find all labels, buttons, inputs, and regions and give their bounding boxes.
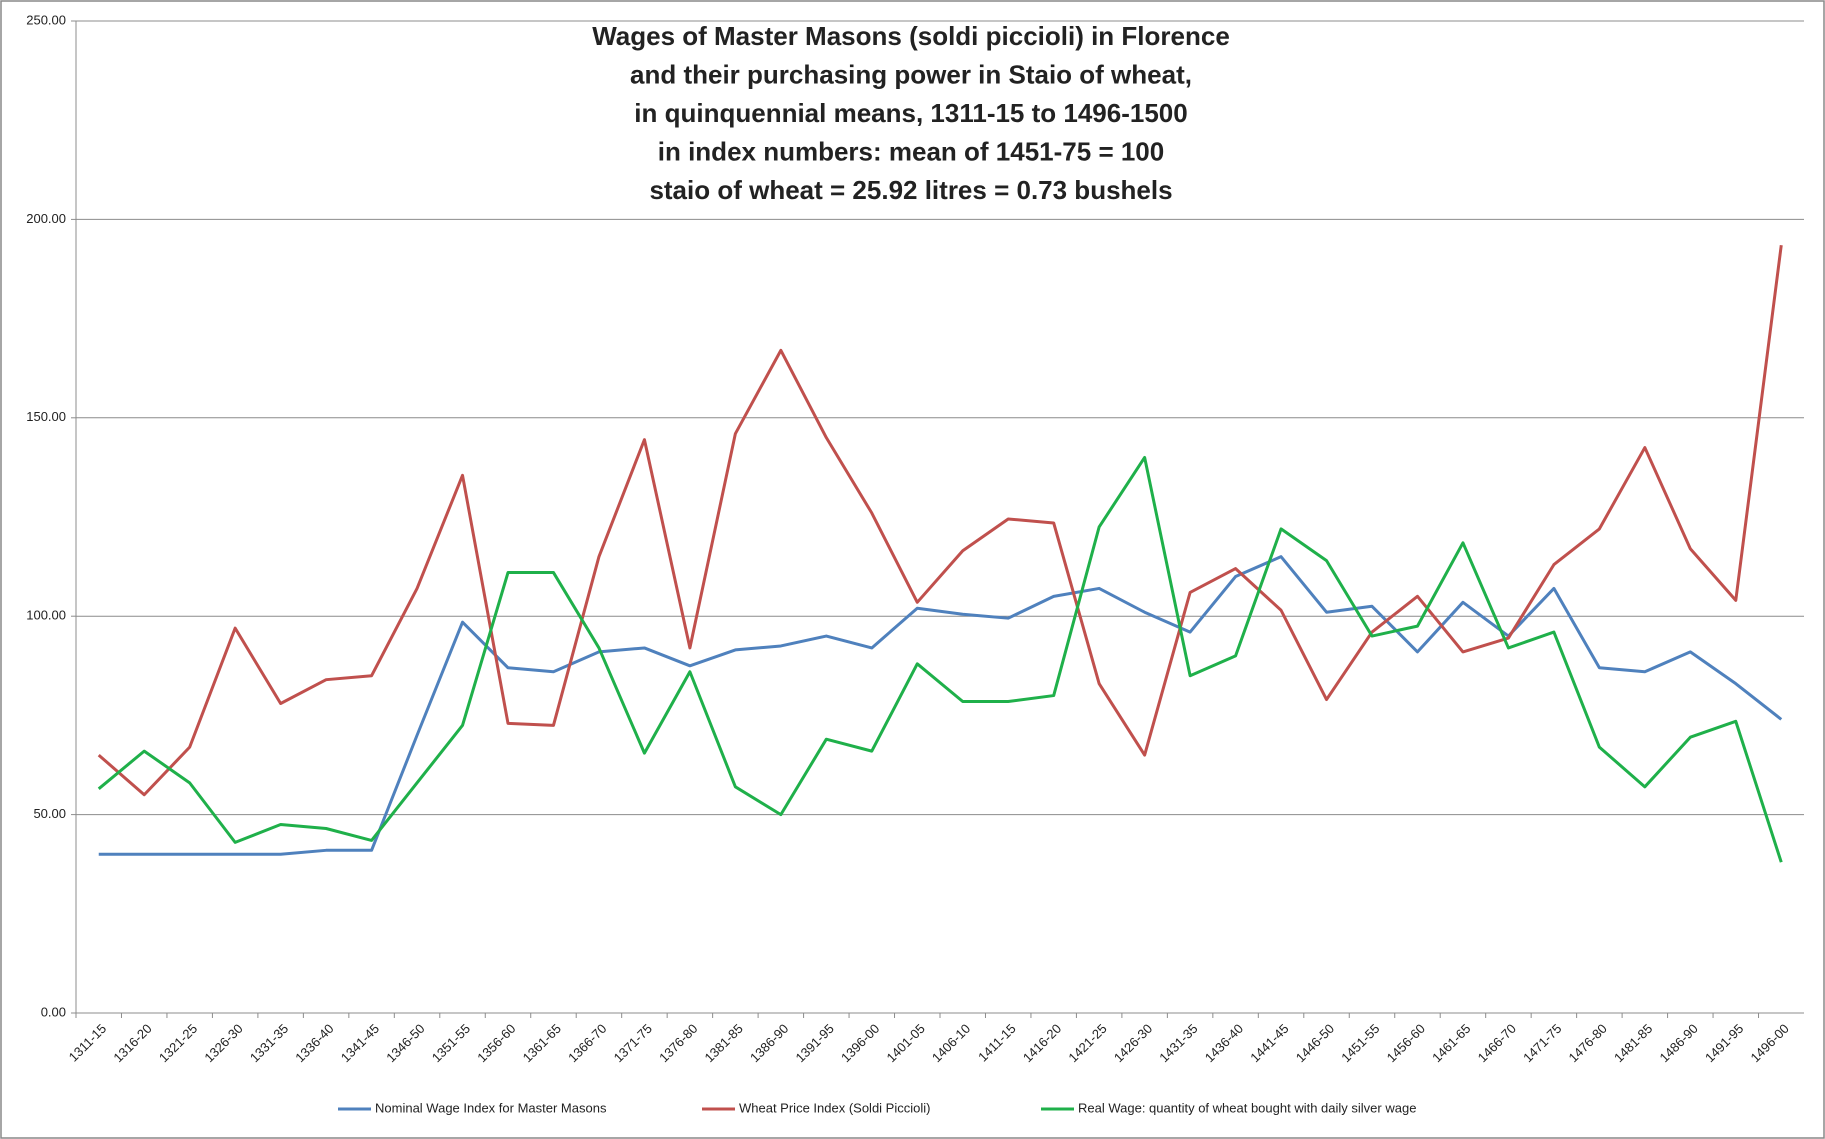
legend-label: Real Wage: quantity of wheat bought with…: [1078, 1100, 1416, 1115]
y-tick-label: 150.00: [26, 409, 66, 424]
legend-label: Nominal Wage Index for Master Masons: [375, 1100, 607, 1115]
y-tick-label: 0.00: [41, 1004, 66, 1019]
series-line: [97, 245, 1783, 797]
y-tick-label: 100.00: [26, 608, 66, 623]
chart-title: and their purchasing power in Staio of w…: [630, 59, 1192, 89]
legend-label: Wheat Price Index (Soldi Piccioli): [739, 1100, 930, 1115]
chart-title: Wages of Master Masons (soldi piccioli) …: [592, 21, 1230, 51]
y-tick-label: 50.00: [33, 806, 66, 821]
chart-title: staio of wheat = 25.92 litres = 0.73 bus…: [649, 175, 1172, 205]
series-line: [97, 455, 1783, 863]
y-tick-label: 250.00: [26, 12, 66, 27]
chart-title: in quinquennial means, 1311-15 to 1496-1…: [634, 98, 1187, 128]
chart-title: in index numbers: mean of 1451-75 = 100: [658, 136, 1164, 166]
y-tick-label: 200.00: [26, 211, 66, 226]
